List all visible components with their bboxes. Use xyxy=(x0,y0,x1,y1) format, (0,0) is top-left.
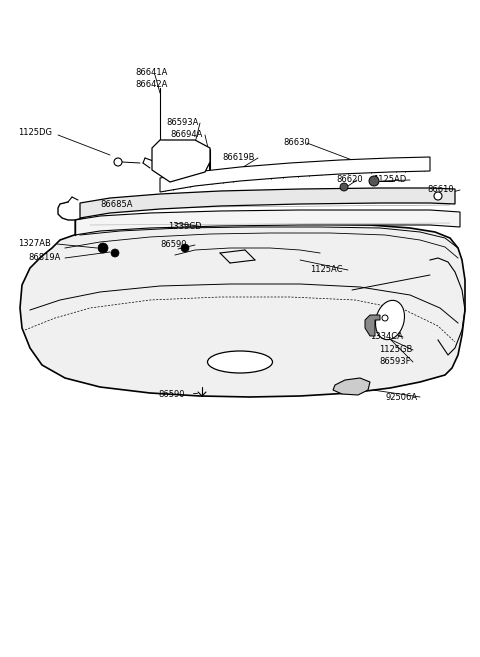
Circle shape xyxy=(114,158,122,166)
Text: 86619B: 86619B xyxy=(222,153,254,162)
Text: 86694A: 86694A xyxy=(170,130,203,139)
Text: 86685A: 86685A xyxy=(100,200,132,209)
Text: 86642A: 86642A xyxy=(135,80,168,89)
Text: 1334CA: 1334CA xyxy=(370,332,403,341)
Polygon shape xyxy=(333,378,370,395)
Circle shape xyxy=(369,176,379,186)
Text: 92506A: 92506A xyxy=(385,393,417,402)
Text: 86620: 86620 xyxy=(336,175,362,184)
Text: 86590: 86590 xyxy=(160,240,187,249)
Circle shape xyxy=(382,315,388,321)
Polygon shape xyxy=(75,210,460,235)
Circle shape xyxy=(181,244,189,252)
Ellipse shape xyxy=(375,300,405,340)
Text: 86593A: 86593A xyxy=(166,118,198,127)
Text: 86630: 86630 xyxy=(283,138,310,147)
Circle shape xyxy=(434,192,442,200)
Text: 1327AB: 1327AB xyxy=(18,239,51,248)
Text: 1339CD: 1339CD xyxy=(168,222,202,231)
Polygon shape xyxy=(152,140,210,182)
Text: 86610: 86610 xyxy=(427,185,454,194)
Polygon shape xyxy=(20,224,465,397)
Polygon shape xyxy=(80,188,455,218)
Text: 86641A: 86641A xyxy=(135,68,168,77)
Ellipse shape xyxy=(207,351,273,373)
Text: 86819A: 86819A xyxy=(28,253,60,262)
Circle shape xyxy=(98,243,108,253)
Circle shape xyxy=(340,183,348,191)
Text: 1125AC: 1125AC xyxy=(310,265,343,274)
Text: 1125AD: 1125AD xyxy=(373,175,406,184)
Circle shape xyxy=(111,249,119,257)
Text: 86593F: 86593F xyxy=(379,357,410,366)
Polygon shape xyxy=(365,315,380,336)
Text: 1125GB: 1125GB xyxy=(379,345,412,354)
Polygon shape xyxy=(160,157,430,192)
Text: 86590: 86590 xyxy=(158,390,184,399)
Text: 1125DG: 1125DG xyxy=(18,128,52,137)
